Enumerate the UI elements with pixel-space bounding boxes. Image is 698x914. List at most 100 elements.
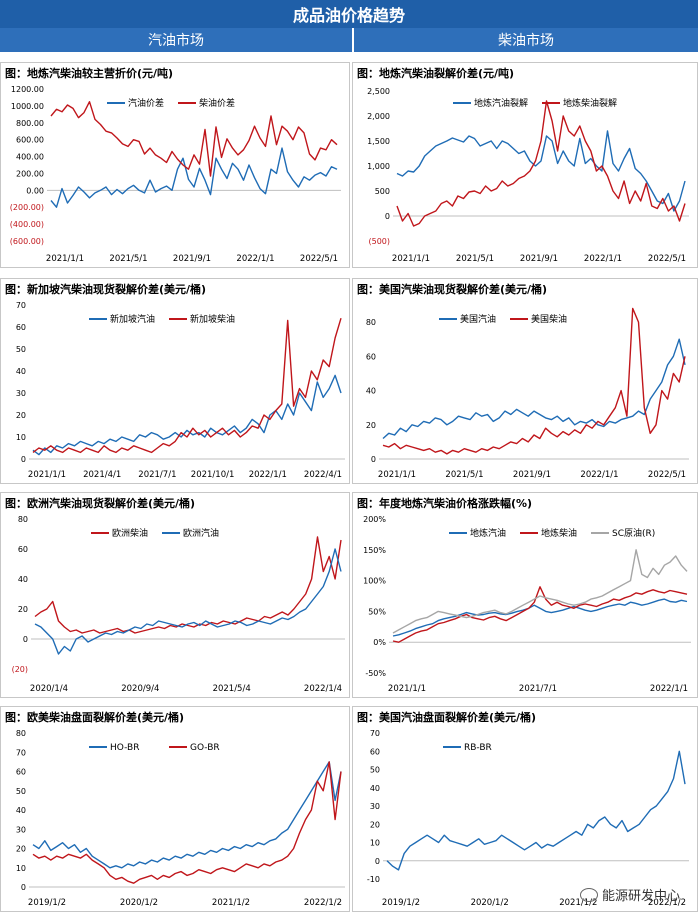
- y-tick-label: 2,000: [367, 112, 390, 121]
- chart-title: 图：年度地炼汽柴油价格涨跌幅(%): [357, 497, 533, 510]
- y-tick-label: 400.00: [16, 153, 44, 162]
- chart-annual-price-change: 图：年度地炼汽柴油价格涨跌幅(%) 200% 150% 100% 50% 0% -50% 20…: [352, 492, 698, 698]
- legend-label: 美国汽油: [460, 313, 496, 325]
- series-line-0: [396, 130, 686, 212]
- series-line-1: [396, 100, 686, 227]
- x-tick-label: 2021/1/2: [559, 898, 597, 908]
- y-tick-label: 1,000: [367, 162, 390, 171]
- y-tick-label: 80: [18, 515, 28, 524]
- x-tick-label: 2021/5/1: [109, 254, 147, 264]
- chart-europe-crack: 图：欧洲汽柴油现货裂解价差(美元/桶) 80 60 40 20 0 (20) 2020/1/4…: [0, 492, 350, 698]
- y-tick-label: 40: [16, 367, 26, 376]
- y-tick-label: 10: [16, 433, 26, 442]
- legend-label: GO-BR: [190, 743, 220, 753]
- y-tick-label: 80: [16, 729, 26, 738]
- y-tick-label: -50%: [365, 669, 386, 678]
- x-tick-label: 2019/1/2: [28, 898, 66, 908]
- y-tick-label: 60: [16, 768, 26, 777]
- series-line-1: [32, 761, 342, 884]
- y-tick-label: 200%: [363, 515, 386, 524]
- y-tick-label: 1000.00: [11, 102, 44, 111]
- chart-title: 图：欧洲汽柴油现货裂解价差(美元/桶): [5, 497, 196, 510]
- series-line-1: [32, 318, 342, 454]
- y-tick-label: 60: [16, 323, 26, 332]
- y-tick-label: 40: [370, 784, 380, 793]
- legend-label: HO-BR: [110, 743, 139, 753]
- y-tick-label: 10: [370, 839, 380, 848]
- chart-title: 图：地炼汽柴油裂解价差(元/吨): [357, 67, 515, 80]
- y-tick-label: 20: [16, 411, 26, 420]
- legend-label: 汽油价差: [128, 97, 164, 109]
- y-tick-label: 0: [21, 455, 26, 464]
- chart-plot: 70 60 50 40 30 20 10 0 -10 2019/1/2 2020/1/2 2021/1…: [367, 729, 689, 908]
- chart-eu-us-futures-crack: 图：欧美柴油盘面裂解价差(美元/桶) 80 70 60 50 40 30 20 10 0 2019/…: [0, 706, 350, 912]
- legend-label: 地炼柴油裂解: [563, 97, 617, 109]
- page-title: 成品油价格趋势: [0, 0, 698, 28]
- x-tick-label: 2022/1/1: [249, 470, 287, 480]
- series-line-0: [32, 374, 342, 456]
- y-tick-label: 0%: [373, 638, 386, 647]
- chart-title: 图：地炼汽柴油较主营折价(元/吨): [5, 67, 174, 80]
- x-tick-label: 2022/1/1: [584, 254, 622, 264]
- legend-label: 欧洲柴油: [112, 527, 148, 539]
- x-tick-label: 2021/10/1: [191, 470, 235, 480]
- x-tick-label: 2022/1/1: [580, 470, 618, 480]
- legend-label: RB-BR: [464, 743, 492, 753]
- chart-title: 图：美国汽柴油现货裂解价差(美元/桶): [357, 283, 548, 296]
- legend-label: 地炼汽油裂解: [474, 97, 528, 109]
- legend-label: SC原油(R): [612, 527, 655, 539]
- series-line-0: [386, 750, 686, 871]
- legend-label: 美国柴油: [531, 313, 567, 325]
- y-tick-label: 10: [16, 864, 26, 873]
- chart-plot: 80 60 40 20 0 (20) 2020/1/4 2020/9/4 2021/5/4 202…: [12, 515, 345, 694]
- series-line-1: [50, 101, 338, 177]
- legend-label: 新加坡柴油: [190, 313, 235, 325]
- y-tick-label: 0: [375, 857, 380, 866]
- y-tick-label: 40: [16, 806, 26, 815]
- y-tick-label: 70: [16, 748, 26, 757]
- y-tick-label: 150%: [363, 546, 386, 555]
- chart-gasoline-diesel-discount: 图：地炼汽柴油较主营折价(元/吨) 1200.00 1000.00 800.00 600…: [0, 62, 350, 268]
- series-line-2: [392, 549, 688, 634]
- x-tick-label: 2022/1/2: [648, 898, 686, 908]
- x-tick-label: 2022/1/2: [304, 898, 342, 908]
- series-line-1: [382, 307, 686, 455]
- y-tick-label: 20: [16, 845, 26, 854]
- x-tick-label: 2020/9/4: [121, 684, 159, 694]
- y-tick-label: 0: [385, 212, 390, 221]
- wechat-icon: [579, 887, 598, 902]
- x-tick-label: 2022/1/1: [236, 254, 274, 264]
- x-tick-label: 2021/5/1: [445, 470, 483, 480]
- y-tick-label: 0: [23, 635, 28, 644]
- legend-label: 地炼汽油: [470, 527, 506, 539]
- diesel-market-header: 柴油市场: [354, 28, 698, 52]
- y-tick-label: 200.00: [16, 169, 44, 178]
- x-tick-label: 2022/1/1: [650, 684, 688, 694]
- y-tick-label: 60: [370, 747, 380, 756]
- x-tick-label: 2021/1/1: [392, 254, 430, 264]
- x-tick-label: 2022/5/1: [300, 254, 338, 264]
- y-tick-label: 50: [16, 345, 26, 354]
- y-tick-label: -10: [367, 875, 380, 884]
- y-tick-label: (500): [368, 237, 390, 246]
- series-line-1: [392, 586, 688, 643]
- y-tick-label: 20: [366, 421, 376, 430]
- series-line-0: [50, 147, 338, 208]
- chart-plot: 200% 150% 100% 50% 0% -50%2021/1/1 2021/7/1 202…: [363, 515, 691, 694]
- x-tick-label: 2021/7/1: [519, 684, 557, 694]
- y-tick-label: (20): [12, 665, 28, 674]
- x-tick-label: 2019/1/2: [382, 898, 420, 908]
- y-tick-label: 70: [370, 729, 380, 738]
- y-tick-label: 20: [370, 820, 380, 829]
- x-tick-label: 2020/1/4: [30, 684, 68, 694]
- y-tick-label: 600.00: [16, 136, 44, 145]
- x-tick-label: 2021/9/1: [173, 254, 211, 264]
- y-tick-label: (600.00): [10, 237, 44, 246]
- x-tick-label: 2020/1/2: [120, 898, 158, 908]
- series-line-0: [32, 761, 342, 869]
- y-tick-label: 2,500: [367, 87, 390, 96]
- y-tick-label: 100%: [363, 577, 386, 586]
- chart-us-spot-crack: 图：美国汽柴油现货裂解价差(美元/桶) 80 60 40 20 0 2021/1/1 2021…: [352, 278, 698, 484]
